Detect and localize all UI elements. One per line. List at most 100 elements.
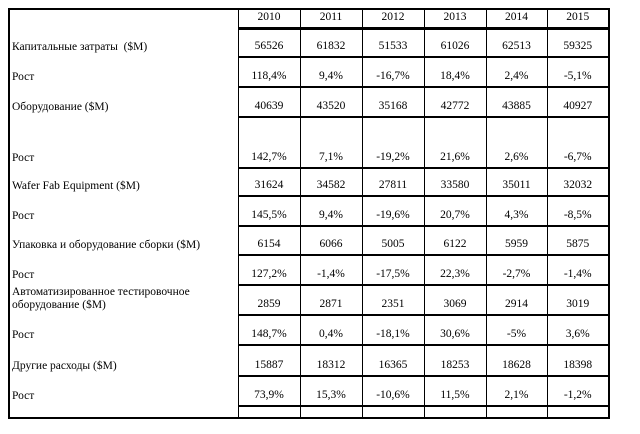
cell-value: [299, 406, 362, 418]
cell-value: 56526: [237, 28, 300, 58]
cell-value: 40927: [546, 87, 609, 118]
row-label: Капитальные затраты ($M): [12, 41, 148, 53]
row-label: Рост: [12, 210, 35, 222]
cell-value: 9,4%: [299, 196, 362, 227]
cell-value: [546, 406, 609, 418]
table-row-capital-spending: Капитальные затраты ($M) 56526 61832 515…: [9, 28, 609, 58]
cell-value: 118,4%: [237, 57, 300, 88]
row-label: Автоматизированное тестировочное оборудо…: [12, 286, 190, 311]
cell-value: 51533: [361, 28, 424, 58]
cell-value: 73,9%: [237, 376, 300, 407]
table-row-growth: Рост 142,7% 7,1% -19,2% 21,6% 2,6% -6,7%: [9, 117, 609, 169]
table-header-row: 2010 2011 2012 2013 2014 2015: [9, 9, 609, 30]
row-label: [9, 406, 238, 418]
cell-value: 127,2%: [237, 255, 300, 286]
cell-value: -6,7%: [546, 117, 609, 169]
cell-value: 0,4%: [299, 315, 362, 346]
table-row-empty: [9, 406, 609, 418]
cell-value: 32032: [546, 168, 609, 197]
cell-value: 31624: [237, 168, 300, 197]
cell-value: [485, 406, 547, 418]
cell-value: 3,6%: [546, 315, 609, 346]
cell-value: 148,7%: [237, 315, 300, 346]
cell-value: 18,4%: [423, 57, 486, 88]
cell-value: 145,5%: [237, 196, 300, 227]
cell-value: 15887: [237, 345, 300, 377]
cell-value: 18312: [299, 345, 362, 377]
financial-table: 2010 2011 2012 2013 2014 2015 Капитальны…: [8, 8, 610, 419]
cell-value: 2859: [237, 285, 300, 316]
cell-value: 3069: [423, 285, 486, 316]
cell-value: 43520: [299, 87, 362, 118]
row-label: Рост: [12, 152, 35, 164]
table-row-growth: Рост 73,9% 15,3% -10,6% 11,5% 2,1% -1,2%: [9, 376, 609, 407]
cell-value: 21,6%: [423, 117, 486, 169]
cell-value: 40639: [237, 87, 300, 118]
row-label: Wafer Fab Equipment ($M): [12, 180, 140, 192]
cell-value: 7,1%: [299, 117, 362, 169]
table-row-other-expenses: Другие расходы ($M) 15887 18312 16365 18…: [9, 345, 609, 377]
cell-value: 27811: [361, 168, 424, 197]
cell-value: 61026: [423, 28, 486, 58]
cell-value: -16,7%: [361, 57, 424, 88]
cell-value: 42772: [423, 87, 486, 118]
cell-value: 2,1%: [485, 376, 547, 407]
table-row-growth: Рост 148,7% 0,4% -18,1% 30,6% -5% 3,6%: [9, 315, 609, 346]
cell-value: -10,6%: [361, 376, 424, 407]
cell-value: 35168: [361, 87, 424, 118]
row-label: Рост: [12, 71, 35, 83]
cell-value: 59325: [546, 28, 609, 58]
cell-value: 2871: [299, 285, 362, 316]
cell-value: -5,1%: [546, 57, 609, 88]
year-header-2013: 2013: [423, 9, 486, 30]
cell-value: 33580: [423, 168, 486, 197]
cell-value: 18253: [423, 345, 486, 377]
cell-value: -18,1%: [361, 315, 424, 346]
corner-cell: [9, 9, 238, 28]
table-row-growth: Рост 118,4% 9,4% -16,7% 18,4% 2,4% -5,1%: [9, 57, 609, 88]
table-row-growth: Рост 127,2% -1,4% -17,5% 22,3% -2,7% -1,…: [9, 255, 609, 286]
cell-value: -1,2%: [546, 376, 609, 407]
cell-value: -2,7%: [485, 255, 547, 286]
cell-value: 142,7%: [237, 117, 300, 169]
cell-value: 9,4%: [299, 57, 362, 88]
row-label: Оборудование ($M): [12, 101, 109, 113]
cell-value: 6154: [237, 226, 300, 256]
row-label: Другие расходы ($M): [12, 360, 117, 372]
year-header-2010: 2010: [237, 9, 300, 30]
year-header-2011: 2011: [299, 9, 362, 30]
year-header-2014: 2014: [485, 9, 547, 30]
cell-value: 3019: [546, 285, 609, 316]
table-row-packaging-assembly: Упаковка и оборудование сборки ($M) 6154…: [9, 226, 609, 256]
cell-value: 16365: [361, 345, 424, 377]
row-label: Рост: [12, 329, 35, 341]
cell-value: 2914: [485, 285, 547, 316]
cell-value: 5959: [485, 226, 547, 256]
table-row-wafer-fab-equipment: Wafer Fab Equipment ($M) 31624 34582 278…: [9, 168, 609, 197]
cell-value: 34582: [299, 168, 362, 197]
cell-value: 4,3%: [485, 196, 547, 227]
cell-value: -1,4%: [546, 255, 609, 286]
cell-value: 43885: [485, 87, 547, 118]
cell-value: 35011: [485, 168, 547, 197]
cell-value: -17,5%: [361, 255, 424, 286]
row-label: Рост: [12, 269, 35, 281]
cell-value: 62513: [485, 28, 547, 58]
cell-value: 2,4%: [485, 57, 547, 88]
cell-value: 18398: [546, 345, 609, 377]
row-label: Рост: [12, 390, 35, 402]
table-row-growth: Рост 145,5% 9,4% -19,6% 20,7% 4,3% -8,5%: [9, 196, 609, 227]
cell-value: [361, 406, 424, 418]
cell-value: 5875: [546, 226, 609, 256]
cell-value: [423, 406, 486, 418]
year-header-2015: 2015: [546, 9, 609, 30]
cell-value: 15,3%: [299, 376, 362, 407]
cell-value: -1,4%: [299, 255, 362, 286]
cell-value: 20,7%: [423, 196, 486, 227]
cell-value: -5%: [485, 315, 547, 346]
cell-value: [237, 406, 300, 418]
cell-value: 2,6%: [485, 117, 547, 169]
cell-value: 61832: [299, 28, 362, 58]
table-row-automated-test-equipment: Автоматизированное тестировочное оборудо…: [9, 285, 609, 316]
cell-value: 30,6%: [423, 315, 486, 346]
